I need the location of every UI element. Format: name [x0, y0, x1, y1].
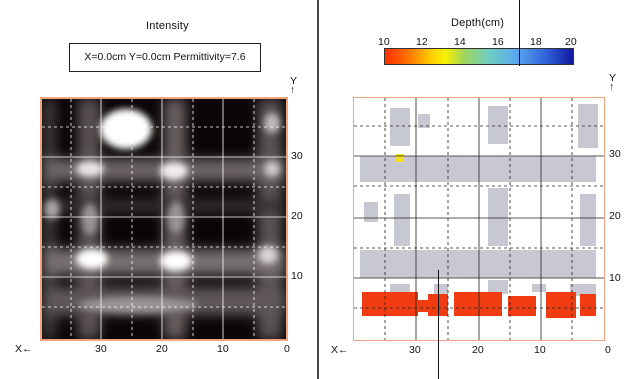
- y-axis-arrow-icon: ↑: [609, 81, 615, 93]
- pointer-line: [519, 0, 520, 66]
- intensity-heatmap: [42, 99, 286, 339]
- x-tick-30: 30: [409, 344, 421, 356]
- colorbar-tick-14: 14: [454, 36, 466, 48]
- x-tick-20: 20: [472, 344, 484, 356]
- y-tick-10: 10: [609, 272, 621, 284]
- colorbar-tick-12: 12: [416, 36, 428, 48]
- x-tick-30: 30: [95, 343, 107, 355]
- x-axis-label: X←: [15, 343, 33, 355]
- y-tick-20: 20: [291, 210, 303, 222]
- depth-heatmap: [354, 98, 604, 340]
- x-tick-10: 10: [534, 344, 546, 356]
- panel-divider: [317, 0, 319, 379]
- colorbar-tick-16: 16: [492, 36, 504, 48]
- y-tick-30: 30: [609, 148, 621, 160]
- depth-map[interactable]: [353, 97, 605, 341]
- y-tick-30: 30: [291, 150, 303, 162]
- x-tick-20: 20: [156, 343, 168, 355]
- intensity-title: Intensity: [146, 20, 189, 32]
- position-readout: X=0.0cm Y=0.0cm Permittivity=7.6: [69, 43, 261, 72]
- colorbar-tick-18: 18: [530, 36, 542, 48]
- colorbar-tick-10: 10: [378, 36, 390, 48]
- pointer-line-bottom: [438, 270, 439, 379]
- intensity-panel: Intensity X=0.0cm Y=0.0cm Permittivity=7…: [15, 20, 303, 355]
- y-axis-arrow-icon: ↑: [290, 84, 296, 96]
- y-tick-10: 10: [291, 270, 303, 282]
- intensity-map[interactable]: [40, 97, 288, 341]
- x-tick-0: 0: [605, 344, 611, 356]
- x-tick-0: 0: [284, 343, 290, 355]
- y-axis-label: Y: [290, 75, 298, 87]
- depth-title: Depth(cm): [451, 17, 505, 29]
- x-axis-label: X←: [331, 344, 349, 356]
- x-tick-10: 10: [217, 343, 229, 355]
- depth-panel: Depth(cm) 10 12 14 16 18 20 Y ↑: [321, 0, 634, 379]
- y-axis-label: Y: [609, 72, 617, 84]
- colorbar-tick-20: 20: [565, 36, 577, 48]
- depth-colorbar: [384, 48, 574, 65]
- y-tick-20: 20: [609, 210, 621, 222]
